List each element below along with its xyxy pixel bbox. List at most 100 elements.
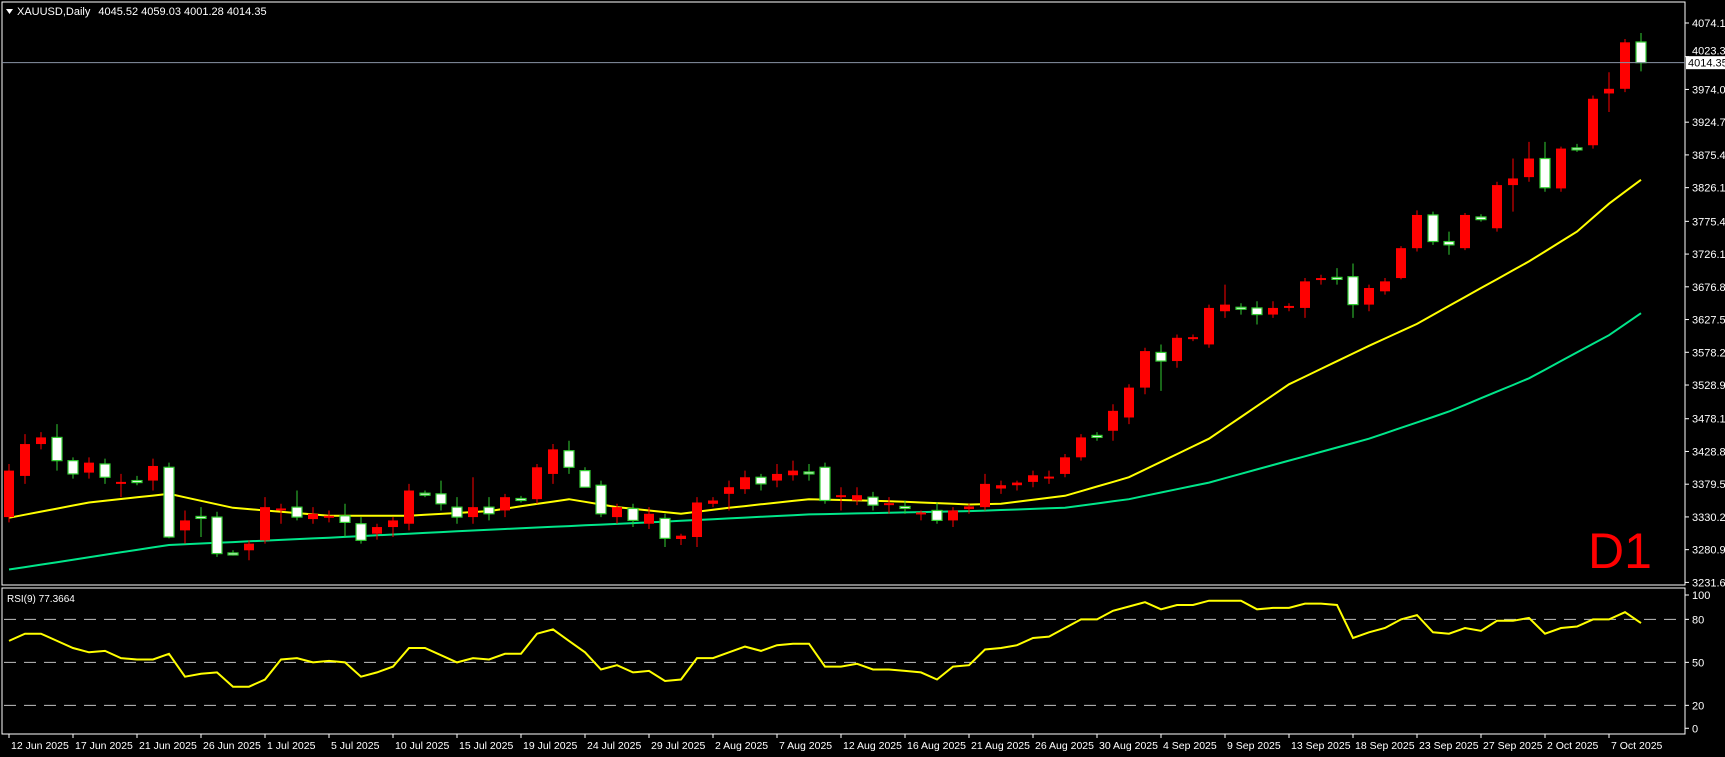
price-tick-label: 3974.05 [1692,84,1725,96]
candle-body [1091,434,1103,439]
candle-body [1060,457,1070,474]
bearish-candle [867,491,879,511]
bullish-candle [1492,181,1502,232]
bullish-candle [308,507,318,524]
candle-body [244,543,254,551]
bullish-candle [148,458,158,491]
bearish-candle [627,503,639,528]
bullish-candle [964,503,974,514]
date-label: 21 Jun 2025 [139,740,197,752]
candle-body [899,505,911,510]
price-tick-label: 3676.80 [1692,282,1725,294]
price-tick-label: 3627.50 [1692,315,1725,327]
candle-body [180,520,190,531]
date-label: 2 Aug 2025 [715,740,768,752]
candle-body [131,479,143,484]
candle-body [1028,475,1038,482]
bullish-candle [500,493,510,518]
bearish-candle [1475,214,1487,222]
price-tick-label: 3428.85 [1692,446,1725,458]
candle-body [1316,278,1326,281]
candle-body [1620,42,1630,89]
date-label: 16 Aug 2025 [907,740,966,752]
bullish-candle [1204,304,1214,348]
bullish-candle [1076,434,1086,461]
bullish-candle [468,477,478,524]
candle-body [659,517,671,539]
price-tick-label: 3330.25 [1692,512,1725,524]
candle-body [1268,307,1278,315]
price-tick-label: 3726.10 [1692,249,1725,261]
candle-body [1188,337,1198,340]
candle-body [435,493,447,505]
candle-body [1300,281,1310,308]
price-tick-label: 4023.35 [1692,46,1725,58]
bullish-candle [916,510,926,521]
current-price-label: 4014.35 [1688,58,1725,70]
bullish-candle [1188,334,1198,342]
bearish-candle [99,458,111,484]
date-label: 10 Jul 2025 [395,740,449,752]
bullish-candle [884,497,894,514]
bullish-candle [36,432,46,450]
date-label: 12 Jun 2025 [11,740,69,752]
candle-body [148,465,158,481]
candle-body [867,496,879,506]
candle-body [532,467,542,500]
bullish-candle [84,457,94,479]
collapse-triangle-icon[interactable] [6,9,13,14]
candle-body [1204,307,1214,345]
candle-body [355,523,367,541]
candle-body [1380,281,1390,292]
bearish-candle [931,502,943,524]
date-label: 27 Sep 2025 [1483,740,1543,752]
bullish-candle [1060,454,1070,478]
candle-body [1635,41,1647,64]
price-tick-label: 3826.15 [1692,183,1725,195]
bearish-candle [67,457,79,479]
date-label: 19 Jul 2025 [523,740,577,752]
bullish-candle [1044,470,1054,484]
bearish-candle [227,550,239,556]
bullish-candle [1412,210,1422,252]
candle-body [1427,214,1439,243]
bullish-candle [244,540,254,561]
bearish-candle [51,424,63,471]
date-label: 17 Jun 2025 [75,740,133,752]
bullish-candle [1620,39,1630,93]
bearish-candle [755,473,767,491]
date-label: 9 Sep 2025 [1227,740,1281,752]
candle-body [291,506,303,518]
candle-body [1076,437,1086,458]
bullish-candle [788,460,798,481]
candle-body [579,470,591,488]
candle-body [36,437,46,445]
header: XAUUSD,Daily 4045.52 4059.03 4001.28 401… [6,6,267,18]
candle-body [740,477,750,490]
bullish-candle [1300,278,1310,318]
bearish-candle [211,511,223,557]
candle-body [948,510,958,521]
bullish-candle [852,487,862,506]
candle-body [1492,185,1502,229]
bullish-candle [772,463,782,488]
bullish-candle [644,507,654,530]
bearish-candle [339,503,351,538]
bullish-candle [1220,284,1230,318]
candle-body [276,508,286,511]
candle-body [1140,351,1150,388]
bearish-candle [483,497,495,521]
candle-body [563,450,575,468]
bullish-candle [1556,146,1566,192]
candle-body [1235,306,1247,310]
bullish-candle [1396,246,1406,280]
candle-body [916,512,926,515]
candle-body [324,515,334,518]
main-pane-border [1,1,1686,586]
date-label: 7 Oct 2025 [1611,740,1663,752]
bearish-candle [1331,268,1343,285]
candle-body [1284,305,1294,308]
date-axis: 12 Jun 2025 17 Jun 2025 21 Jun 2025 26 Jun … [8,734,1663,752]
